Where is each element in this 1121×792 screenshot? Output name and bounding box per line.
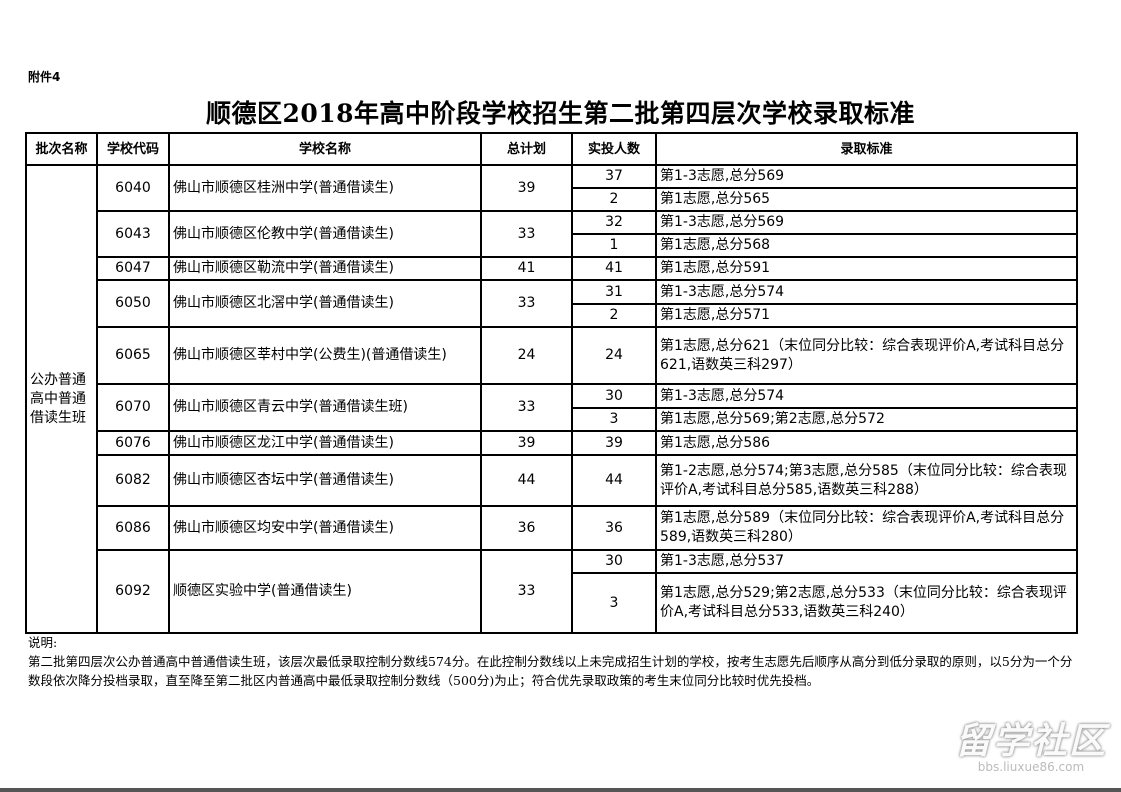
standard-cell: 第1志愿,总分565 xyxy=(655,187,1078,212)
notes: 说明: 第二批第四层次公办普通高中普通借读生班，该层次最低录取控制分数线574分… xyxy=(28,633,1078,690)
bottom-border xyxy=(0,788,1121,792)
count-cell: 3 xyxy=(571,572,657,634)
school-code-cell: 6076 xyxy=(96,430,170,456)
school-code-cell: 6092 xyxy=(96,549,170,634)
school-code-cell: 6047 xyxy=(96,256,170,281)
batch-name-cell: 公办普通高中普通借读生班 xyxy=(25,164,98,634)
school-code-cell: 6050 xyxy=(96,279,170,328)
table-row: 6092 顺德区实验中学(普通借读生) 33 30 第1-3志愿,总分537 xyxy=(26,549,1078,634)
standard-cell: 第1志愿,总分529;第2志愿,总分533（末位同分比较：综合表现评价A,考试科… xyxy=(655,572,1078,634)
school-name-cell: 佛山市顺德区莘村中学(公费生)(普通借读生) xyxy=(168,326,482,385)
plan-cell: 44 xyxy=(480,454,573,507)
school-name-cell: 佛山市顺德区北滘中学(普通借读生) xyxy=(168,279,482,328)
plan-cell: 41 xyxy=(480,256,573,281)
standard-cell: 第1志愿,总分586 xyxy=(655,430,1078,456)
header-standard: 录取标准 xyxy=(655,132,1078,166)
school-name-cell: 顺德区实验中学(普通借读生) xyxy=(168,549,482,634)
watermark-logo: 留学社区 bbs.liuxue86.com xyxy=(955,712,1107,774)
standard-cell: 第1志愿,总分569;第2志愿,总分572 xyxy=(655,407,1078,432)
standard-cell: 第1志愿,总分568 xyxy=(655,233,1078,258)
count-cell: 32 xyxy=(571,210,657,235)
table-row: 2 第1志愿,总分571 xyxy=(26,303,1078,328)
table-row: 6082 佛山市顺德区杏坛中学(普通借读生) 44 44 第1-2志愿,总分574;第3… xyxy=(26,454,1078,507)
header-count: 实投人数 xyxy=(571,132,657,166)
table-row: 3 第1志愿,总分569;第2志愿,总分572 xyxy=(26,407,1078,432)
school-name-cell: 佛山市顺德区伦教中学(普通借读生) xyxy=(168,210,482,258)
school-name-cell: 佛山市顺德区桂洲中学(普通借读生) xyxy=(168,164,482,212)
plan-cell: 36 xyxy=(480,505,573,551)
notes-heading: 说明: xyxy=(28,635,58,650)
standard-cell: 第1-2志愿,总分574;第3志愿,总分585（末位同分比较：综合表现评价A,考… xyxy=(655,454,1078,507)
school-code-cell: 6043 xyxy=(96,210,170,258)
standard-cell: 第1志愿,总分589（末位同分比较：综合表现评价A,考试科目总分589,语数英三… xyxy=(655,505,1078,551)
count-cell: 31 xyxy=(571,279,657,305)
school-code-cell: 6070 xyxy=(96,383,170,432)
table-row: 6047 佛山市顺德区勒流中学(普通借读生) 41 41 第1志愿,总分591 xyxy=(26,256,1078,281)
table-row: 6065 佛山市顺德区莘村中学(公费生)(普通借读生) 24 24 第1志愿,总分621… xyxy=(26,326,1078,385)
school-code-cell: 6086 xyxy=(96,505,170,551)
table-row: 2 第1志愿,总分565 xyxy=(26,187,1078,212)
school-name-cell: 佛山市顺德区勒流中学(普通借读生) xyxy=(168,256,482,281)
count-cell: 2 xyxy=(571,303,657,328)
standard-cell: 第1志愿,总分571 xyxy=(655,303,1078,328)
table-row: 6070 佛山市顺德区青云中学(普通借读生班) 33 30 第1-3志愿,总分574 xyxy=(26,383,1078,432)
standard-cell: 第1志愿,总分591 xyxy=(655,256,1078,281)
plan-cell: 33 xyxy=(480,279,573,328)
count-cell: 30 xyxy=(571,549,657,574)
admission-table: 批次名称 学校代码 学校名称 总计划 实投人数 录取标准 公办普通高中普通借读生… xyxy=(25,132,1078,634)
count-cell: 24 xyxy=(571,326,657,385)
plan-cell: 33 xyxy=(480,210,573,258)
school-code-cell: 6065 xyxy=(96,326,170,385)
table-row: 6050 佛山市顺德区北滘中学(普通借读生) 33 31 第1-3志愿,总分574 xyxy=(26,279,1078,328)
count-cell: 3 xyxy=(571,407,657,432)
count-cell: 41 xyxy=(571,256,657,281)
plan-cell: 33 xyxy=(480,383,573,432)
table-row: 6043 佛山市顺德区伦教中学(普通借读生) 33 32 第1-3志愿,总分569 xyxy=(26,210,1078,258)
count-cell: 39 xyxy=(571,430,657,456)
table-row: 1 第1志愿,总分568 xyxy=(26,233,1078,258)
count-cell: 1 xyxy=(571,233,657,258)
count-cell: 44 xyxy=(571,454,657,507)
plan-cell: 24 xyxy=(480,326,573,385)
school-name-cell: 佛山市顺德区杏坛中学(普通借读生) xyxy=(168,454,482,507)
school-name-cell: 佛山市顺德区龙江中学(普通借读生) xyxy=(168,430,482,456)
school-name-cell: 佛山市顺德区均安中学(普通借读生) xyxy=(168,505,482,551)
count-cell: 37 xyxy=(571,164,657,189)
table-row: 公办普通高中普通借读生班 6040 佛山市顺德区桂洲中学(普通借读生) 39 37 第1-… xyxy=(25,164,1078,634)
plan-cell: 39 xyxy=(480,164,573,212)
school-name-cell: 佛山市顺德区青云中学(普通借读生班) xyxy=(168,383,482,432)
header-school: 学校名称 xyxy=(168,132,482,166)
watermark-url: bbs.liuxue86.com xyxy=(977,760,1085,774)
table-row: 6086 佛山市顺德区均安中学(普通借读生) 36 36 第1志愿,总分589（末位同分… xyxy=(26,505,1078,551)
table-row: 6076 佛山市顺德区龙江中学(普通借读生) 39 39 第1志愿,总分586 xyxy=(26,430,1078,456)
page-title: 顺德区2018年高中阶段学校招生第二批第四层次学校录取标准 xyxy=(205,99,916,128)
attachment-label: 附件4 xyxy=(28,70,61,84)
plan-cell: 33 xyxy=(480,549,573,634)
table-header-row: 批次名称 学校代码 学校名称 总计划 实投人数 录取标准 xyxy=(25,132,1078,166)
standard-cell: 第1志愿,总分621（末位同分比较：综合表现评价A,考试科目总分621,语数英三… xyxy=(655,326,1078,385)
notes-body: 第二批第四层次公办普通高中普通借读生班，该层次最低录取控制分数线574分。在此控… xyxy=(28,654,1073,688)
table-row: 3 第1志愿,总分529;第2志愿,总分533（末位同分比较：综合表现评价A,考试… xyxy=(26,572,1078,634)
count-cell: 2 xyxy=(571,187,657,212)
standard-cell: 第1-3志愿,总分574 xyxy=(655,383,1078,409)
watermark-logo-text: 留学社区 xyxy=(954,721,1107,762)
school-code-cell: 6040 xyxy=(96,164,170,212)
header-batch: 批次名称 xyxy=(25,132,98,166)
standard-cell: 第1-3志愿,总分569 xyxy=(655,210,1078,235)
standard-cell: 第1-3志愿,总分537 xyxy=(655,549,1078,574)
standard-cell: 第1-3志愿,总分574 xyxy=(655,279,1078,305)
header-code: 学校代码 xyxy=(96,132,170,166)
header-plan: 总计划 xyxy=(480,132,573,166)
plan-cell: 39 xyxy=(480,430,573,456)
standard-cell: 第1-3志愿,总分569 xyxy=(655,164,1078,189)
count-cell: 36 xyxy=(571,505,657,551)
school-code-cell: 6082 xyxy=(96,454,170,507)
count-cell: 30 xyxy=(571,383,657,409)
